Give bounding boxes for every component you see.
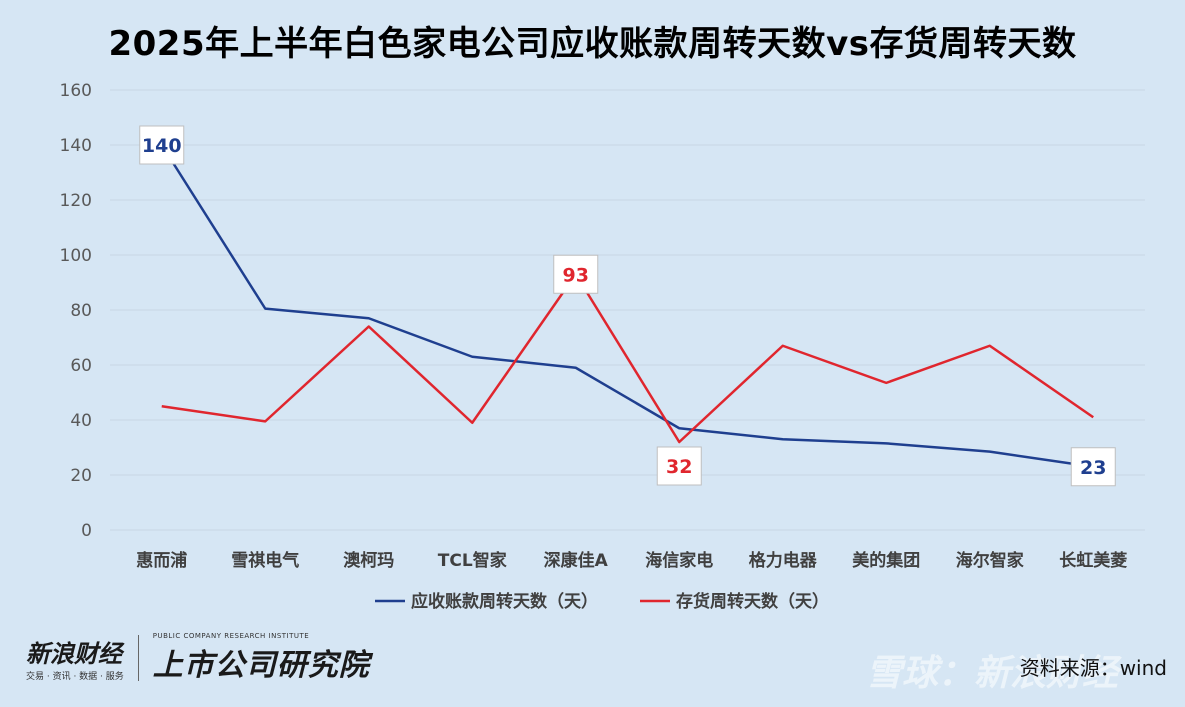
y-tick-label: 140 <box>60 136 92 156</box>
series-line-inventory <box>161 273 1094 444</box>
data-label: 140 <box>139 125 185 165</box>
sina-brand-name: 新浪财经 <box>26 640 122 668</box>
data-label: 93 <box>553 254 599 294</box>
x-category-label: 美的集团 <box>852 550 920 571</box>
watermark-xueqiu: 雪球：新浪财经 <box>866 653 1119 694</box>
series-line-receivable <box>160 144 1094 468</box>
data-label: 32 <box>656 446 702 486</box>
x-category-label: 澳柯玛 <box>343 550 394 571</box>
legend: 应收账款周转天数（天） 存货周转天数（天） <box>375 591 829 612</box>
x-axis-categories: 惠而浦 雪祺电气 澳柯玛 TCL智家 深康佳A 海信家电 格力电器 美的集团 海尔智家 长虹美菱 <box>136 550 1127 571</box>
x-category-label: TCL智家 <box>438 550 507 571</box>
y-tick-label: 20 <box>70 466 92 486</box>
data-label-box <box>139 125 185 165</box>
data-label-text: 32 <box>666 456 692 478</box>
y-tick-label: 160 <box>60 81 92 101</box>
y-axis-ticks: 0 20 40 60 80 100 120 140 160 <box>60 81 92 541</box>
data-label-text: 140 <box>142 135 182 157</box>
data-label-box <box>656 446 702 486</box>
y-tick-label: 100 <box>60 246 92 266</box>
x-category-label: 惠而浦 <box>136 550 187 571</box>
x-category-label: 雪祺电气 <box>231 550 299 571</box>
data-label: 23 <box>1070 447 1116 487</box>
footer-branding: 新浪财经 交易 · 资讯 · 数据 · 服务 PUBLIC COMPANY RE… <box>26 630 370 686</box>
y-tick-label: 120 <box>60 191 92 211</box>
sina-brand-tagline: 交易 · 资讯 · 数据 · 服务 <box>26 672 124 682</box>
institute-english-name: PUBLIC COMPANY RESEARCH INSTITUTE <box>152 632 310 640</box>
x-category-label: 深康佳A <box>544 550 609 571</box>
x-category-label: 海尔智家 <box>956 550 1024 571</box>
sina-logo: 新浪财经 交易 · 资讯 · 数据 · 服务 <box>26 634 124 682</box>
data-label-text: 93 <box>563 264 589 286</box>
source-note: 资料来源：wind <box>1019 656 1167 680</box>
legend-label: 存货周转天数（天） <box>676 591 829 612</box>
x-category-label: 格力电器 <box>749 550 818 571</box>
chart-title: 2025年上半年白色家电公司应收账款周转天数vs存货周转天数 <box>108 24 1077 64</box>
y-tick-label: 80 <box>70 301 92 321</box>
x-category-label: 长虹美菱 <box>1059 550 1127 571</box>
y-tick-label: 60 <box>70 356 92 376</box>
y-tick-label: 0 <box>81 521 92 541</box>
grid-lines <box>110 89 1145 531</box>
brand-divider <box>137 635 139 681</box>
institute-logo: PUBLIC COMPANY RESEARCH INSTITUTE 上市公司研究… <box>153 632 370 684</box>
y-tick-label: 40 <box>70 411 92 431</box>
data-label-text: 23 <box>1080 457 1106 479</box>
x-category-label: 海信家电 <box>645 550 713 571</box>
institute-name: 上市公司研究院 <box>152 648 370 683</box>
data-labels: 140 23 93 32 <box>139 125 1116 487</box>
legend-label: 应收账款周转天数（天） <box>411 591 598 612</box>
series-lines <box>160 144 1094 468</box>
data-label-box <box>553 254 599 294</box>
data-label-box <box>1070 447 1116 487</box>
